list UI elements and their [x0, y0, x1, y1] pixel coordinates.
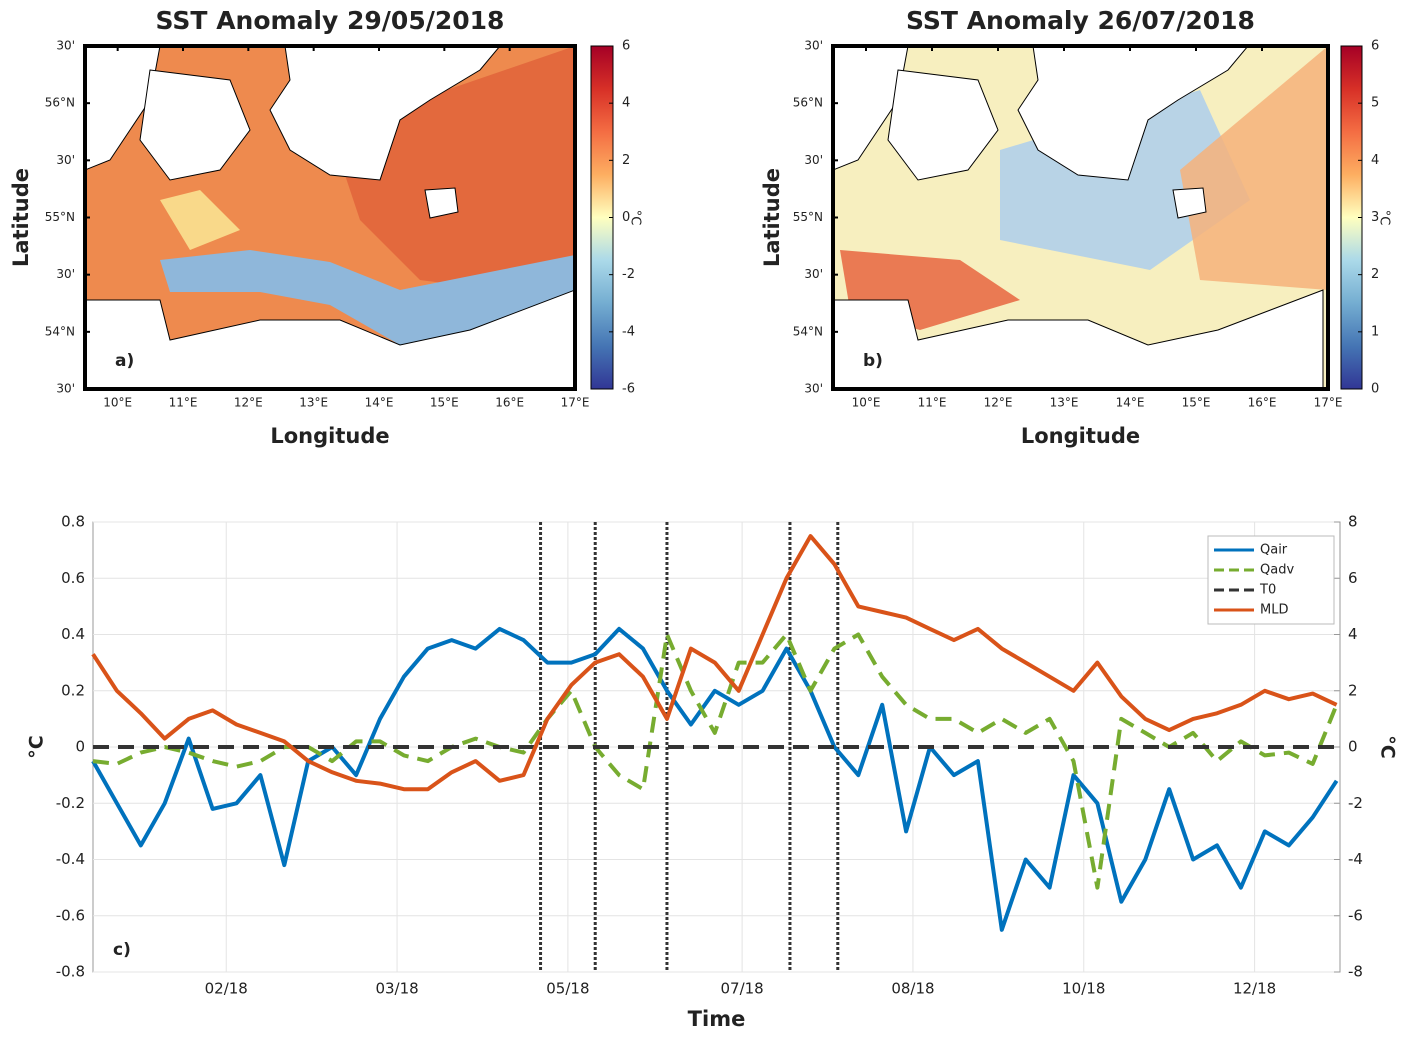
- y-tick-label: 0.2: [61, 681, 85, 699]
- y-tick-label: 30': [804, 267, 823, 281]
- y-tick-label: 30': [804, 39, 823, 53]
- y2-tick-label: 8: [1348, 513, 1358, 531]
- x-tick-label: 15°E: [1182, 396, 1211, 410]
- y-tick-label: -0.4: [56, 850, 85, 868]
- y-tick-label: 30': [56, 267, 75, 281]
- y-axis-label: °C: [26, 735, 48, 758]
- x-tick-label: 17°E: [1314, 396, 1343, 410]
- y-tick-label: 55°N: [45, 210, 75, 224]
- colorbar-tick-label: 2: [622, 153, 630, 168]
- x-tick-label: 10°E: [852, 396, 881, 410]
- colorbar-tick-label: 6: [1371, 39, 1379, 54]
- y2-tick-label: -6: [1348, 906, 1363, 924]
- y-tick-label: 0.8: [61, 513, 85, 531]
- colorbar-tick-label: -2: [622, 267, 635, 282]
- y2-tick-label: 6: [1348, 569, 1358, 587]
- y2-tick-label: 4: [1348, 625, 1358, 643]
- y-tick-label: 55°N: [793, 210, 823, 224]
- x-axis-label: Longitude: [1021, 424, 1140, 448]
- x-tick-label: 12°E: [234, 396, 263, 410]
- y-tick-label: 0.4: [61, 625, 85, 643]
- y-tick-label: 30': [56, 39, 75, 53]
- x-axis-label: Time: [688, 1007, 746, 1031]
- y2-tick-label: -4: [1348, 850, 1363, 868]
- legend-label: T0: [1259, 583, 1276, 598]
- y-axis-label: Latitude: [760, 168, 784, 267]
- x-tick-label: 13°E: [1050, 396, 1079, 410]
- y2-tick-label: -2: [1348, 794, 1363, 812]
- y-tick-label: 54°N: [793, 324, 823, 338]
- panel-label: c): [113, 940, 131, 960]
- y-tick-label: 30': [56, 153, 75, 167]
- x-tick-label: 13°E: [299, 396, 328, 410]
- x-tick-label: 14°E: [365, 396, 394, 410]
- x-axis-label: Longitude: [270, 424, 389, 448]
- y2-tick-label: 0: [1348, 738, 1358, 756]
- legend-label: Qair: [1260, 543, 1288, 558]
- y-tick-label: 56°N: [793, 96, 823, 110]
- colorbar-tick-label: 5: [1371, 96, 1379, 111]
- series-line: [91, 534, 1338, 792]
- series-line: [91, 626, 1339, 932]
- y-tick-label: 30': [804, 153, 823, 167]
- y-tick-label: -0.6: [56, 906, 85, 924]
- panel-label: a): [115, 351, 134, 371]
- colorbar-tick-label: 0: [622, 210, 630, 225]
- colorbar-label: °C: [1377, 210, 1392, 226]
- sst-field-b: [833, 46, 1328, 389]
- colorbar-tick-label: -4: [622, 324, 635, 339]
- y-tick-label: 30': [56, 382, 75, 396]
- legend-label: MLD: [1260, 603, 1288, 618]
- panel-label: b): [863, 351, 883, 371]
- colorbar-tick-label: 0: [1371, 382, 1379, 397]
- colorbar-tick-label: 2: [1371, 267, 1379, 282]
- x-tick-label: 11°E: [918, 396, 947, 410]
- x-tick-label: 15°E: [430, 396, 459, 410]
- y-tick-label: 56°N: [45, 96, 75, 110]
- legend-label: Qadv: [1260, 563, 1294, 578]
- colorbar-tick-label: 4: [1371, 153, 1379, 168]
- x-tick-label: 10/18: [1062, 980, 1105, 998]
- y-tick-label: 0: [75, 738, 85, 756]
- y2-tick-label: 2: [1348, 681, 1358, 699]
- x-tick-label: 10°E: [103, 396, 132, 410]
- x-tick-label: 05/18: [546, 980, 589, 998]
- x-tick-label: 12°E: [984, 396, 1013, 410]
- x-tick-label: 12/18: [1233, 980, 1276, 998]
- y-axis-label: Latitude: [9, 168, 33, 267]
- x-tick-label: 14°E: [1116, 396, 1145, 410]
- x-tick-label: 16°E: [1248, 396, 1277, 410]
- y-tick-label: 0.6: [61, 569, 85, 587]
- y-tick-label: 54°N: [45, 324, 75, 338]
- x-tick-label: 16°E: [495, 396, 524, 410]
- x-tick-label: 03/18: [375, 980, 418, 998]
- colorbar-tick-label: -6: [622, 382, 635, 397]
- x-tick-label: 11°E: [169, 396, 198, 410]
- x-tick-label: 02/18: [205, 980, 248, 998]
- y-tick-label: -0.8: [56, 963, 85, 981]
- map-title: SST Anomaly 26/07/2018: [906, 6, 1255, 35]
- x-tick-label: 07/18: [721, 980, 764, 998]
- colorbar-label: °C: [628, 210, 643, 226]
- x-tick-label: 08/18: [891, 980, 934, 998]
- y-tick-label: -0.2: [56, 794, 85, 812]
- x-tick-label: 17°E: [561, 396, 590, 410]
- series-line: [92, 632, 1339, 890]
- y2-tick-label: -8: [1348, 963, 1363, 981]
- colorbar-tick-label: 1: [1371, 324, 1379, 339]
- map-title: SST Anomaly 29/05/2018: [156, 6, 505, 35]
- colorbar-tick-label: 4: [622, 96, 630, 111]
- y2-axis-label: °C: [1377, 735, 1399, 758]
- colorbar-tick-label: 6: [622, 39, 630, 54]
- sst-field-a: [85, 46, 575, 389]
- colorbar-tick-label: 3: [1371, 210, 1379, 225]
- y-tick-label: 30': [804, 382, 823, 396]
